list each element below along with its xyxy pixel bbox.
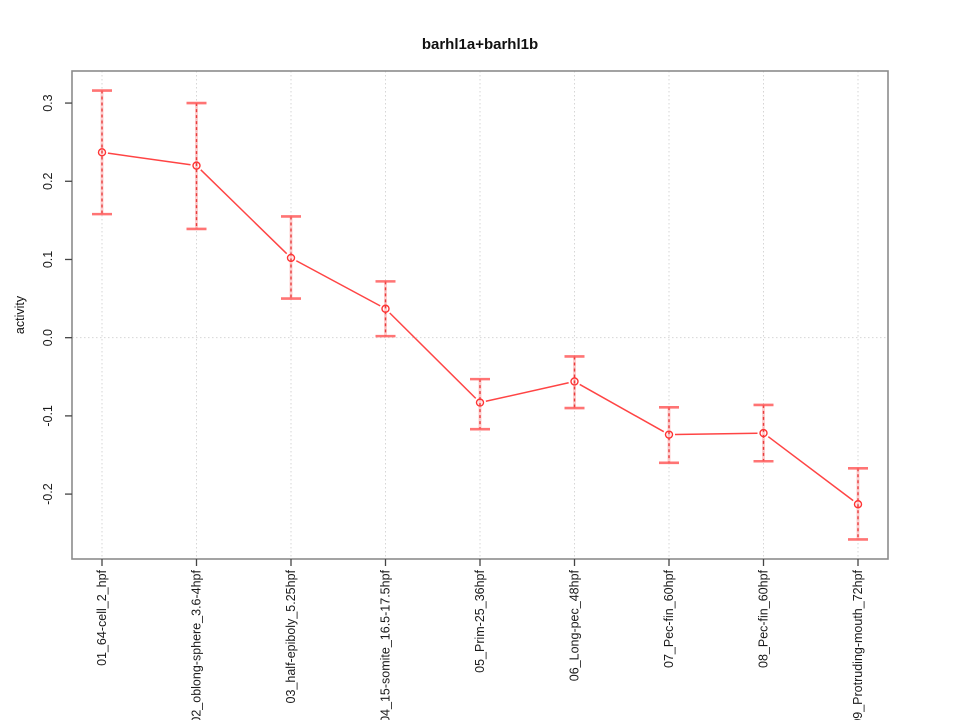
- x-tick-label: 01_64-cell_2_hpf: [95, 569, 109, 665]
- x-tick-label: 05_Prim-25_36hpf: [473, 569, 487, 672]
- x-tick-label: 09_Protruding-mouth_72hpf: [851, 569, 865, 720]
- series-segment: [389, 312, 477, 399]
- series-segment: [485, 382, 569, 403]
- x-tick-label: 08_Pec-fin_60hpf: [757, 569, 771, 668]
- y-tick-label: 0.1: [41, 251, 55, 268]
- series-segment: [767, 436, 854, 502]
- data-point-marker: [286, 253, 296, 263]
- y-tick-label: -0.2: [41, 483, 55, 505]
- x-tick-label: 03_half-epiboly_5.25hpf: [284, 569, 298, 703]
- x-tick-label: 07_Pec-fin_60hpf: [662, 569, 676, 668]
- data-point-marker: [570, 377, 579, 386]
- data-point-marker: [97, 148, 107, 157]
- x-tick-label: 04_15-somite_16.5-17.5hpf: [379, 569, 393, 720]
- data-point-marker: [853, 500, 863, 509]
- data-point-marker: [664, 430, 674, 439]
- data-point-marker: [381, 304, 390, 313]
- data-point-marker: [192, 161, 201, 170]
- series-segment: [579, 383, 665, 433]
- data-point-marker: [759, 428, 768, 438]
- chart-title: barhl1a+barhl1b: [421, 36, 539, 53]
- y-tick-label: 0.0: [41, 329, 55, 346]
- y-tick-label: -0.1: [41, 405, 55, 427]
- x-tick-label: 02_oblong-sphere_3.6-4hpf: [190, 569, 204, 720]
- y-tick-label: 0.3: [41, 94, 55, 111]
- x-tick-label: 06_Long-pec_48hpf: [568, 569, 582, 681]
- series-segment: [674, 432, 758, 436]
- series-segment: [295, 260, 381, 307]
- series-segment: [200, 169, 288, 255]
- y-tick-label: 0.2: [41, 173, 55, 190]
- data-point-marker: [475, 398, 485, 407]
- series-segment: [107, 152, 191, 166]
